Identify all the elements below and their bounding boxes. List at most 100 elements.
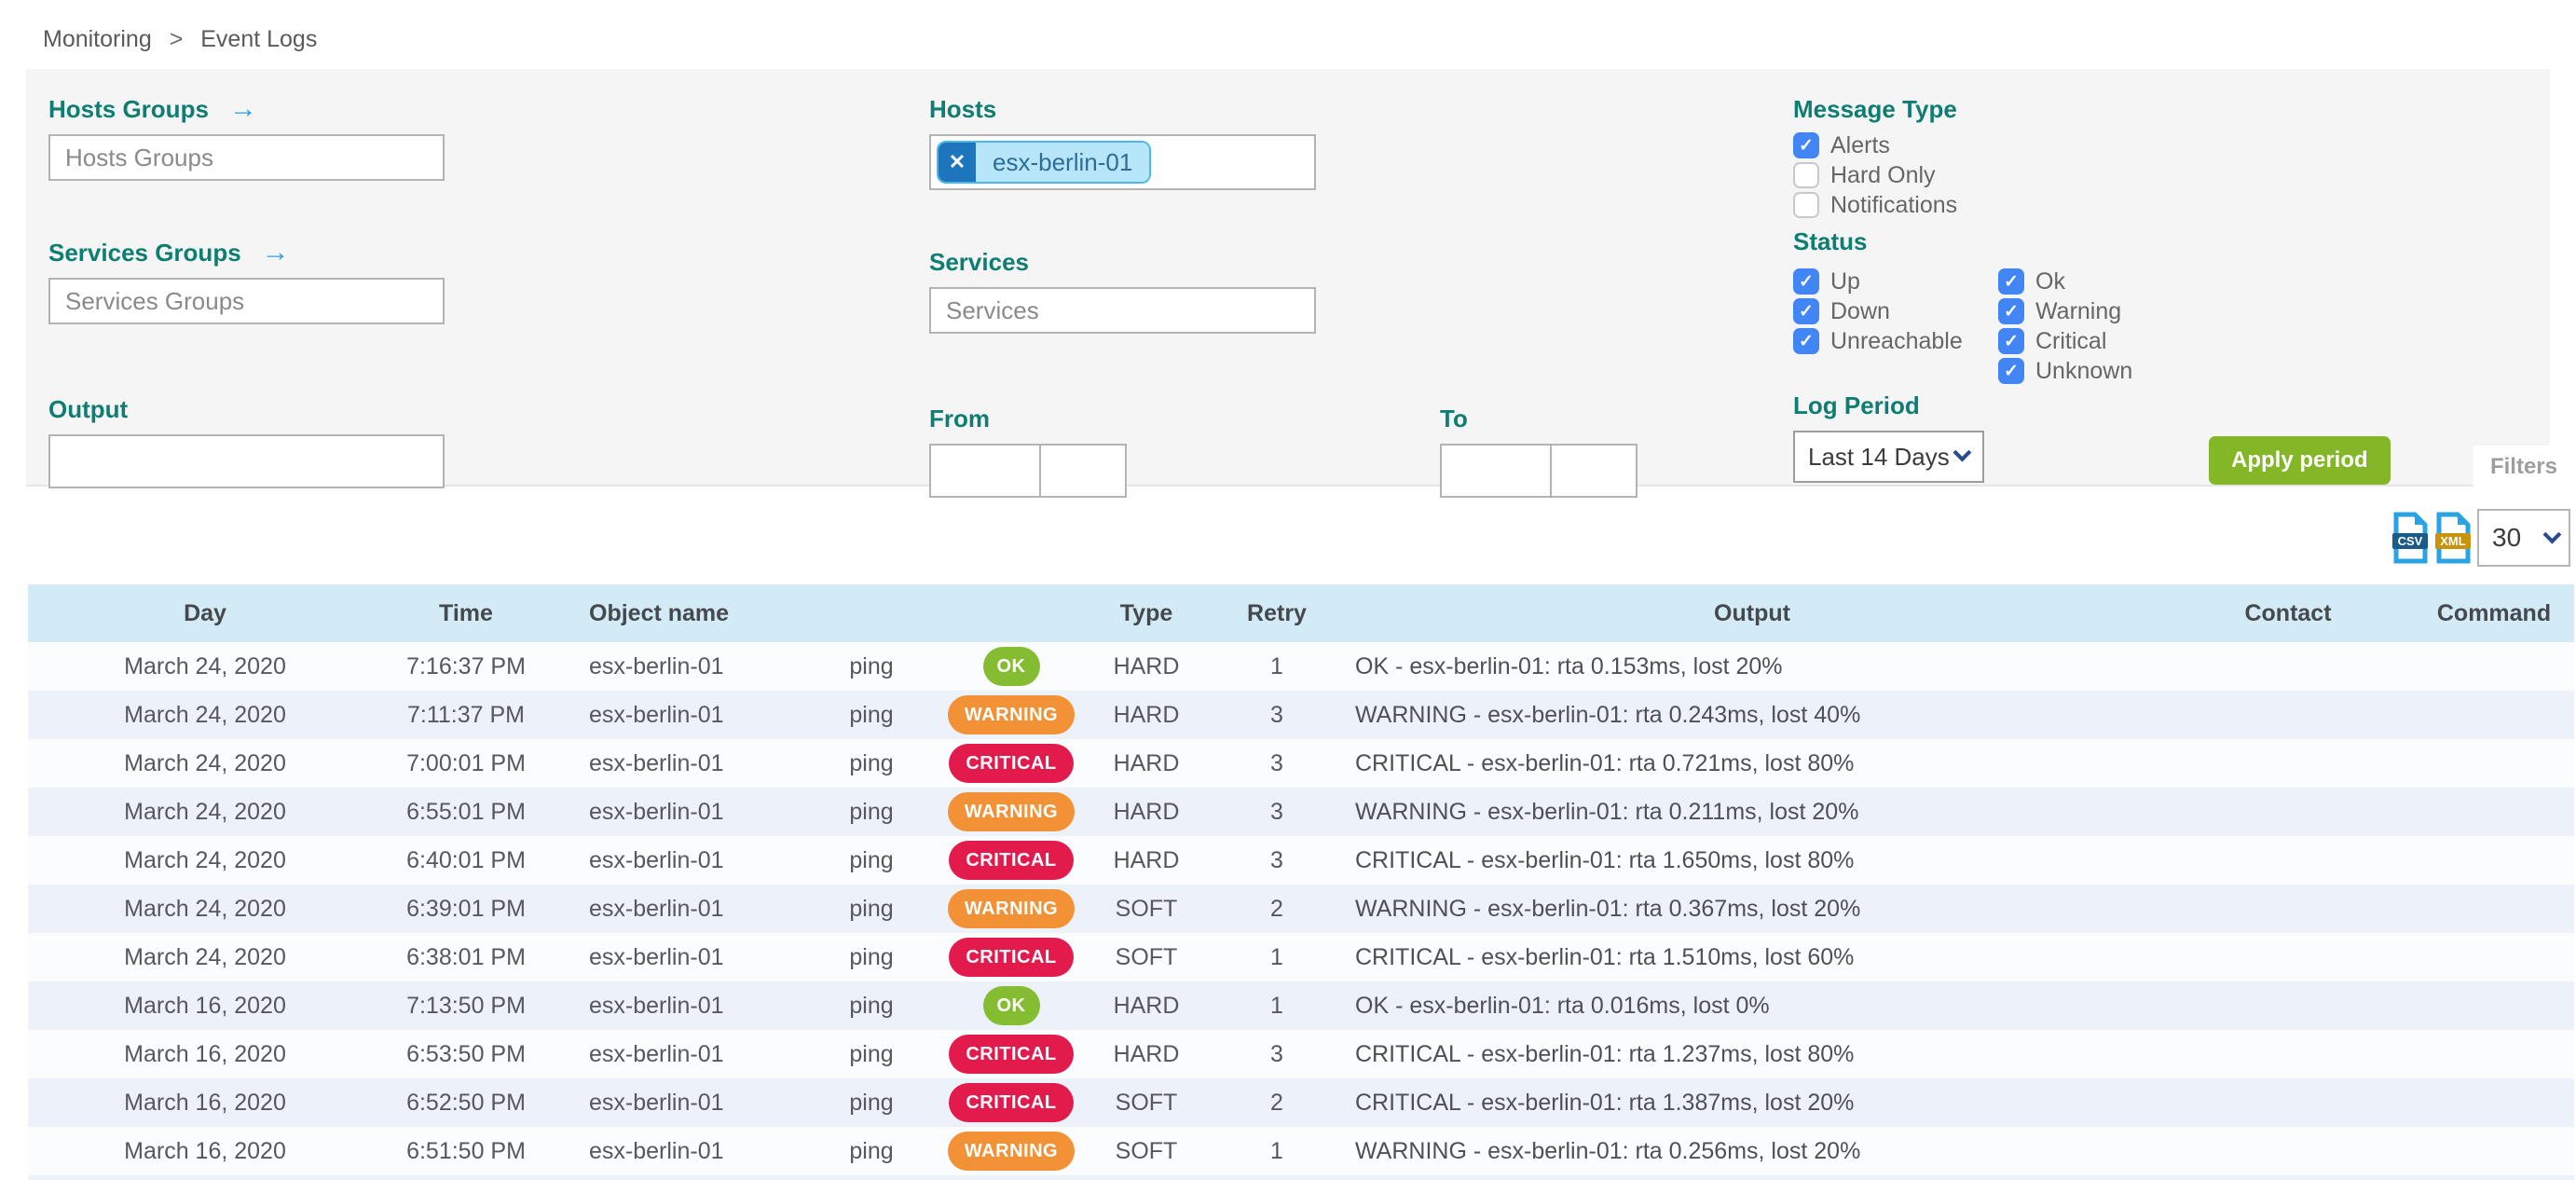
cell-type: HARD xyxy=(1081,642,1212,691)
cell-command xyxy=(2414,933,2574,981)
status-badge: WARNING xyxy=(947,792,1076,831)
cell-retry: 1 xyxy=(1212,933,1342,981)
cell-day: March 24, 2020 xyxy=(28,642,382,691)
services-input[interactable] xyxy=(929,287,1316,334)
cell-retry: 1 xyxy=(1212,981,1342,1030)
cell-contact xyxy=(2162,1078,2414,1127)
checkbox-option[interactable]: Hard Only xyxy=(1793,160,2529,190)
checkbox-icon[interactable]: ✓ xyxy=(1998,328,2024,354)
column-header: Output xyxy=(1342,584,2162,642)
hosts-groups-label: Hosts Groups → xyxy=(48,93,915,124)
breadcrumb-event-logs[interactable]: Event Logs xyxy=(200,26,318,52)
status-badge: WARNING xyxy=(947,889,1076,928)
checkbox-icon[interactable]: ✓ xyxy=(1998,298,2024,324)
remove-tag-icon[interactable]: ✕ xyxy=(939,143,976,182)
cell-output: WARNING - esx-berlin-01: rta 0.243ms, lo… xyxy=(1342,691,2162,739)
cell-type: HARD xyxy=(1081,788,1212,836)
hosts-groups-arrow-icon[interactable]: → xyxy=(228,93,257,124)
hosts-groups-label-text: Hosts Groups xyxy=(48,95,209,123)
cell-output: CRITICAL - esx-berlin-01: rta 1.387ms, l… xyxy=(1342,1078,2162,1127)
cell-time: 7:16:37 PM xyxy=(382,642,550,691)
checkbox-label: Alerts xyxy=(1830,131,1890,158)
services-groups-input[interactable] xyxy=(48,278,445,324)
cell-object-name: esx-berlin-01 xyxy=(550,642,802,691)
checkbox-icon[interactable]: ✓ xyxy=(1793,328,1819,354)
cell-service: ping xyxy=(802,691,941,739)
cell-output: OK - esx-berlin-01: rta 0.016ms, lost 0% xyxy=(1342,981,2162,1030)
checkbox-option[interactable]: ✓ Alerts xyxy=(1793,130,2529,160)
cell-status: CRITICAL xyxy=(941,739,1081,788)
apply-period-button[interactable]: Apply period xyxy=(2209,436,2391,485)
cell-day: March 24, 2020 xyxy=(28,836,382,885)
cell-retry: 2 xyxy=(1212,1078,1342,1127)
cell-day: March 24, 2020 xyxy=(28,739,382,788)
checkbox-option[interactable]: Notifications xyxy=(1793,190,2529,220)
cell-time: 6:52:50 PM xyxy=(382,1078,550,1127)
output-input[interactable] xyxy=(48,434,445,488)
checkbox-icon[interactable] xyxy=(1793,192,1819,218)
breadcrumb-monitoring[interactable]: Monitoring xyxy=(43,26,152,52)
checkbox-icon[interactable]: ✓ xyxy=(1998,358,2024,384)
export-csv-icon[interactable]: CSV xyxy=(2391,509,2429,567)
checkbox-icon[interactable]: ✓ xyxy=(1793,132,1819,158)
message-type-label: Message Type xyxy=(1793,95,2529,123)
cell-retry: 3 xyxy=(1212,1030,1342,1078)
cell-service: ping xyxy=(802,739,941,788)
cell-type: SOFT xyxy=(1081,885,1212,933)
cell-retry: 3 xyxy=(1212,691,1342,739)
cell-contact xyxy=(2162,1127,2414,1175)
cell-object-name: esx-berlin-01 xyxy=(550,933,802,981)
cell-day: March 24, 2020 xyxy=(28,885,382,933)
checkbox-option[interactable]: ✓ Critical xyxy=(1998,326,2132,356)
page-size-select[interactable]: 30 xyxy=(2477,509,2570,567)
cell-service: ping xyxy=(802,885,941,933)
table-row: March 16, 2020 6:52:50 PM esx-berlin-01 … xyxy=(28,1078,2574,1127)
cell-type xyxy=(1081,1175,1212,1180)
column-header: Object name xyxy=(550,584,802,642)
to-time-input[interactable] xyxy=(1552,444,1637,498)
checkbox-icon[interactable] xyxy=(1793,162,1819,188)
checkbox-option[interactable]: ✓ Warning xyxy=(1998,296,2132,326)
cell-object-name: esx-berlin-01 xyxy=(550,1078,802,1127)
export-xml-icon[interactable]: XML xyxy=(2434,509,2472,567)
hosts-filter: Hosts ✕ esx-berlin-01 xyxy=(929,95,1768,190)
cell-command xyxy=(2414,1175,2574,1180)
cell-contact xyxy=(2162,691,2414,739)
cell-service: ping xyxy=(802,642,941,691)
export-bar: CSV XML 30 xyxy=(2391,509,2570,567)
status-options-right: ✓ Ok ✓ Warning ✓ Critical ✓ Unknown xyxy=(1998,267,2132,386)
checkbox-icon[interactable]: ✓ xyxy=(1793,268,1819,295)
cell-contact xyxy=(2162,981,2414,1030)
cell-status: WARNING xyxy=(941,1127,1081,1175)
checkbox-option[interactable]: ✓ Unknown xyxy=(1998,356,2132,386)
cell-service xyxy=(802,1175,941,1180)
checkbox-option[interactable]: ✓ Ok xyxy=(1998,267,2132,296)
status-options-left: ✓ Up ✓ Down ✓ Unreachable xyxy=(1793,267,1998,386)
services-groups-label: Services Groups → xyxy=(48,237,915,268)
cell-status: CRITICAL xyxy=(941,933,1081,981)
to-date-input[interactable] xyxy=(1440,444,1552,498)
to-inputs xyxy=(1440,444,1637,498)
table-row: March 24, 2020 7:11:37 PM esx-berlin-01 … xyxy=(28,691,2574,739)
cell-command xyxy=(2414,836,2574,885)
cell-service: ping xyxy=(802,1030,941,1078)
checkbox-option[interactable]: ✓ Unreachable xyxy=(1793,326,1998,356)
from-filter: From xyxy=(929,405,1127,498)
cell-output: CRITICAL - esx-berlin-01: rta 1.650ms, l… xyxy=(1342,836,2162,885)
checkbox-icon[interactable]: ✓ xyxy=(1793,298,1819,324)
services-groups-arrow-icon[interactable]: → xyxy=(261,237,290,268)
from-date-input[interactable] xyxy=(929,444,1041,498)
checkbox-icon[interactable]: ✓ xyxy=(1998,268,2024,295)
cell-time: 6:40:01 PM xyxy=(382,836,550,885)
checkbox-option[interactable]: ✓ Up xyxy=(1793,267,1998,296)
status-label: Status xyxy=(1793,227,2529,255)
checkbox-label: Critical xyxy=(2035,327,2107,354)
from-time-input[interactable] xyxy=(1041,444,1127,498)
hosts-input[interactable]: ✕ esx-berlin-01 xyxy=(929,134,1316,190)
cell-time: 6:51:50 PM xyxy=(382,1127,550,1175)
checkbox-option[interactable]: ✓ Down xyxy=(1793,296,1998,326)
hosts-groups-input[interactable] xyxy=(48,134,445,181)
log-period-select[interactable]: Last 14 Days xyxy=(1793,431,1984,483)
cell-status: CRITICAL xyxy=(941,1030,1081,1078)
